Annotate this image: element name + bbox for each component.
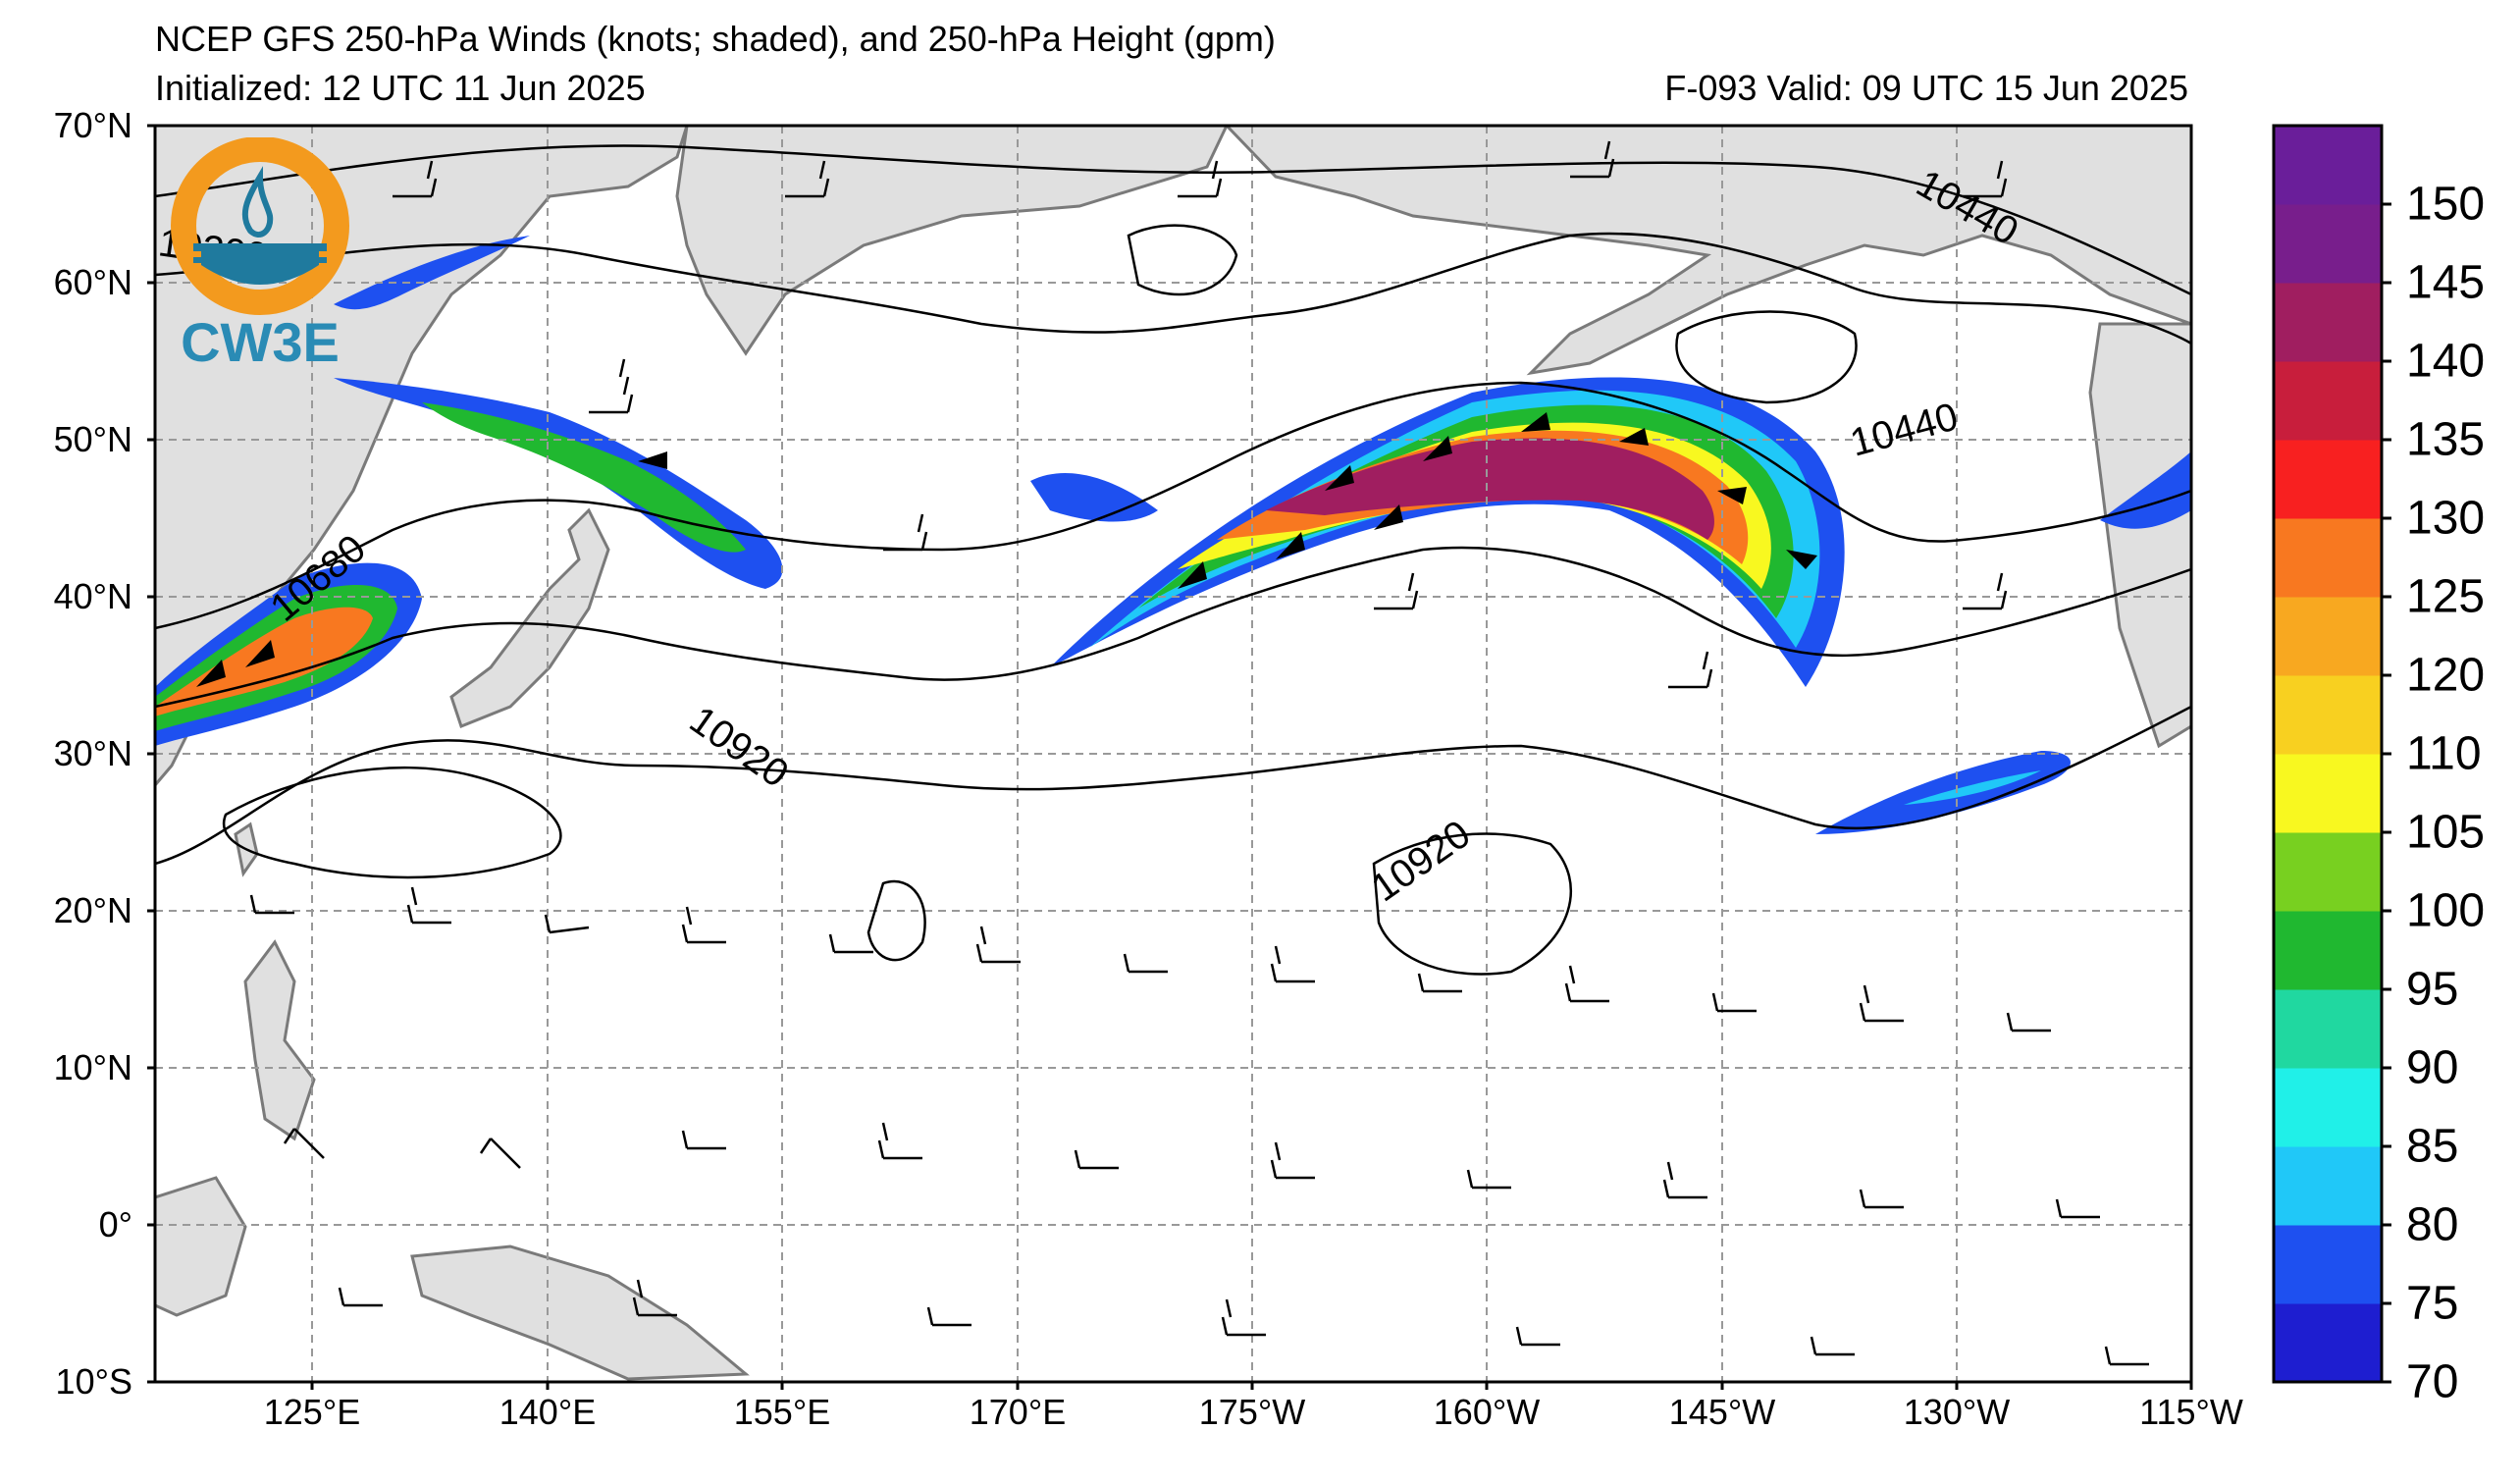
colorbar-bin: [2274, 832, 2382, 912]
colorbar-tick-label: 85: [2406, 1120, 2459, 1173]
lon-label: 175°W: [1198, 1392, 1306, 1432]
lon-label: 140°E: [499, 1392, 597, 1432]
colorbar-bin: [2274, 361, 2382, 441]
height-contours: [155, 144, 2191, 976]
colorbar-bin: [2274, 1303, 2382, 1383]
japan-land: [449, 507, 610, 728]
init-time: Initialized: 12 UTC 11 Jun 2025: [155, 68, 646, 108]
colorbar-tick-label: 150: [2406, 178, 2486, 231]
pennant-barbs: [196, 412, 1817, 687]
valid-time: F-093 Valid: 09 UTC 15 Jun 2025: [1664, 68, 2188, 108]
colorbar-bin: [2274, 440, 2382, 519]
colorbar-tick-label: 145: [2406, 256, 2486, 309]
colorbar-tick-label: 90: [2406, 1041, 2459, 1094]
lat-label: 0°: [98, 1204, 132, 1245]
lon-label: 170°E: [969, 1392, 1067, 1432]
colorbar-bin: [2274, 989, 2382, 1069]
lat-label: 50°N: [53, 419, 132, 459]
cw3e-logo-icon: CW3E: [171, 136, 349, 373]
colorbar-bin: [2274, 597, 2382, 676]
colorbar-tick-label: 130: [2406, 492, 2486, 545]
colorbar-frame: [2272, 124, 2384, 1384]
colorbar-tick-label: 110: [2406, 727, 2482, 780]
colorbar-bin: [2274, 675, 2382, 755]
axis-ticks: [147, 124, 2193, 1390]
alaska-land: [1224, 126, 2191, 376]
colorbar-bin: [2274, 1225, 2382, 1304]
lon-label: 160°W: [1433, 1392, 1541, 1432]
lon-label: 155°E: [733, 1392, 831, 1432]
colorbar-tick-label: 95: [2406, 963, 2459, 1016]
lat-label: 30°N: [53, 733, 132, 773]
map-title: NCEP GFS 250-hPa Winds (knots; shaded), …: [155, 19, 1276, 59]
graticule: [155, 126, 2191, 1382]
logo-text: CW3E: [181, 311, 340, 373]
north-america-land: [2088, 322, 2191, 749]
cw3e-logo: CW3E: [162, 136, 358, 383]
colorbar-tick-label: 70: [2406, 1355, 2459, 1408]
lat-label: 10°S: [55, 1361, 132, 1402]
lon-label: 125°E: [263, 1392, 361, 1432]
lon-label: 145°W: [1668, 1392, 1776, 1432]
colorbar-tick-label: 120: [2406, 649, 2486, 702]
colorbar-bin: [2274, 283, 2382, 362]
lat-label: 10°N: [53, 1047, 132, 1087]
colorbar-tick-label: 100: [2406, 884, 2486, 937]
new-guinea-land: [410, 1245, 750, 1381]
lat-label: 60°N: [53, 262, 132, 302]
colorbar-tick-label: 75: [2406, 1277, 2459, 1330]
colorbar-bin: [2274, 518, 2382, 598]
colorbar-tick-label: 140: [2406, 335, 2486, 388]
siberia-land: [675, 126, 1229, 356]
colorbar-bin: [2274, 1146, 2382, 1226]
lat-label: 40°N: [53, 576, 132, 616]
colorbar-tick-label: 135: [2406, 413, 2486, 466]
colorbar-bin: [2274, 1068, 2382, 1147]
colorbar-tick-label: 80: [2406, 1198, 2459, 1251]
colorbar-tick-label: 105: [2406, 806, 2486, 859]
lat-label: 20°N: [53, 890, 132, 930]
philippines-land: [243, 939, 316, 1141]
lat-label: 70°N: [53, 105, 132, 145]
lon-label: 130°W: [1903, 1392, 2011, 1432]
lon-label: 115°W: [2139, 1392, 2243, 1432]
colorbar-bin: [2274, 911, 2382, 990]
colorbar-bin: [2274, 126, 2382, 205]
colorbar: [2274, 126, 2391, 1384]
colorbar-tick-label: 125: [2406, 570, 2486, 623]
colorbar-bin: [2274, 204, 2382, 284]
wind-barbs: [249, 140, 2149, 1366]
indonesia-land: [155, 1176, 247, 1317]
colorbar-bin: [2274, 754, 2382, 833]
